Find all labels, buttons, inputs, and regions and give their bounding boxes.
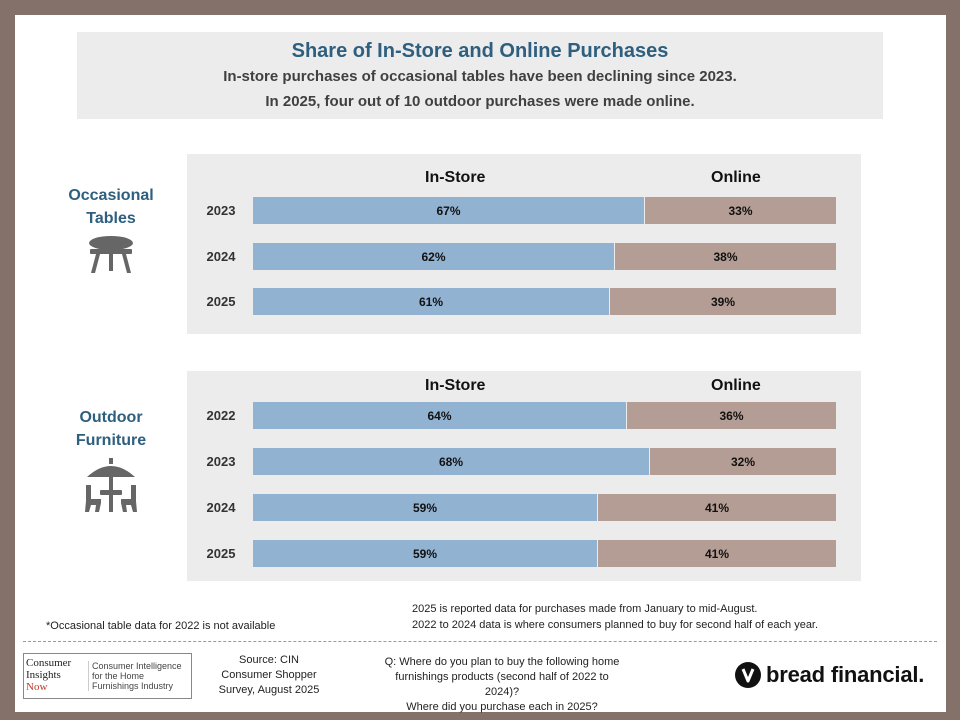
in-store-header: In-Store: [425, 377, 486, 394]
year-label: 2024: [206, 500, 236, 515]
question-line-3: Where did you purchase each in 2025?: [406, 701, 598, 713]
in-store-bar: 59%: [253, 494, 597, 521]
in-store-bar: 61%: [253, 288, 609, 315]
patio-set-icon: [85, 458, 137, 512]
outdoor-furniture-label: Outdoor Furniture: [41, 406, 181, 452]
subtitle-line-2: In 2025, four out of 10 outdoor purchase…: [265, 93, 695, 110]
slide: Share of In-Store and Online Purchases I…: [15, 15, 946, 715]
online-bar: 38%: [615, 243, 836, 270]
in-store-header: In-Store: [425, 169, 486, 186]
online-header: Online: [711, 169, 761, 186]
source-line-2: Consumer Shopper: [221, 669, 317, 681]
occasional-tables-label-line-2: Tables: [86, 210, 136, 227]
cin-word-2: Insights: [26, 668, 61, 681]
occasional-tables-label: Occasional Tables: [41, 184, 181, 230]
question-line-2: furnishings products (second half of 202…: [395, 671, 609, 698]
data-notes: 2025 is reported data for purchases made…: [412, 601, 818, 633]
in-store-bar: 67%: [253, 197, 644, 224]
outdoor-furniture-panel: In-Store Online 2022 64% 36% 2023 68% 32% 2024…: [187, 371, 861, 581]
question-line-1: Q: Where do you plan to buy the followin…: [384, 656, 620, 668]
online-bar: 32%: [650, 448, 836, 475]
occasional-tables-label-line-1: Occasional: [68, 187, 154, 204]
year-label: 2022: [206, 408, 236, 423]
title-box: Share of In-Store and Online Purchases I…: [77, 32, 883, 119]
brand-name: bread financial.: [766, 662, 925, 687]
online-bar: 39%: [610, 288, 836, 315]
online-bar: 36%: [627, 402, 836, 429]
survey-question: Q: Where do you plan to buy the followin…: [377, 655, 627, 715]
cin-word-3: Now: [26, 680, 48, 693]
outdoor-furniture-label-line-2: Furniture: [75, 432, 147, 449]
year-label: 2023: [206, 203, 236, 218]
page-title: Share of In-Store and Online Purchases: [291, 40, 669, 62]
in-store-bar: 59%: [253, 540, 597, 567]
cin-tagline: Consumer Intelligence for the Home Furni…: [88, 661, 182, 691]
online-bar: 41%: [598, 540, 836, 567]
footnote: *Occasional table data for 2022 is not a…: [46, 620, 276, 632]
source: Source: CIN Consumer Shopper Survey, Aug…: [200, 653, 338, 698]
in-store-bar: 68%: [253, 448, 649, 475]
cin-tagline-line-2: for the Home: [92, 671, 145, 681]
year-label: 2025: [206, 546, 236, 561]
online-bar: 33%: [645, 197, 836, 224]
data-note-line-2: 2022 to 2024 data is where consumers pla…: [412, 619, 819, 631]
source-line-1: Source: CIN: [239, 654, 299, 666]
cin-wordmark: Consumer Insights Now: [26, 656, 86, 697]
cin-logo: Consumer Insights Now Consumer Intellige…: [23, 653, 192, 699]
year-label: 2023: [206, 454, 236, 469]
year-label: 2025: [206, 294, 236, 309]
cin-word-1: Consumer: [26, 656, 72, 669]
online-header: Online: [711, 377, 761, 394]
in-store-bar: 62%: [253, 243, 614, 270]
cin-tagline-line-3: Furnishings Industry: [92, 681, 174, 691]
data-note-line-1: 2025 is reported data for purchases made…: [412, 603, 758, 615]
bread-logo-icon: [735, 662, 761, 688]
bread-financial-logo: bread financial.: [735, 662, 924, 688]
cin-tagline-line-1: Consumer Intelligence: [92, 661, 182, 671]
outdoor-furniture-label-line-1: Outdoor: [79, 409, 143, 426]
occasional-tables-panel: In-Store Online 2023 67% 33% 2024 62% 38% 2025…: [187, 154, 861, 334]
online-bar: 41%: [598, 494, 836, 521]
source-line-3: Survey, August 2025: [218, 684, 320, 696]
subtitle-line-1: In-store purchases of occasional tables …: [223, 68, 737, 85]
divider: [23, 641, 937, 642]
in-store-bar: 64%: [253, 402, 626, 429]
year-label: 2024: [206, 249, 236, 264]
table-icon: [89, 236, 133, 273]
